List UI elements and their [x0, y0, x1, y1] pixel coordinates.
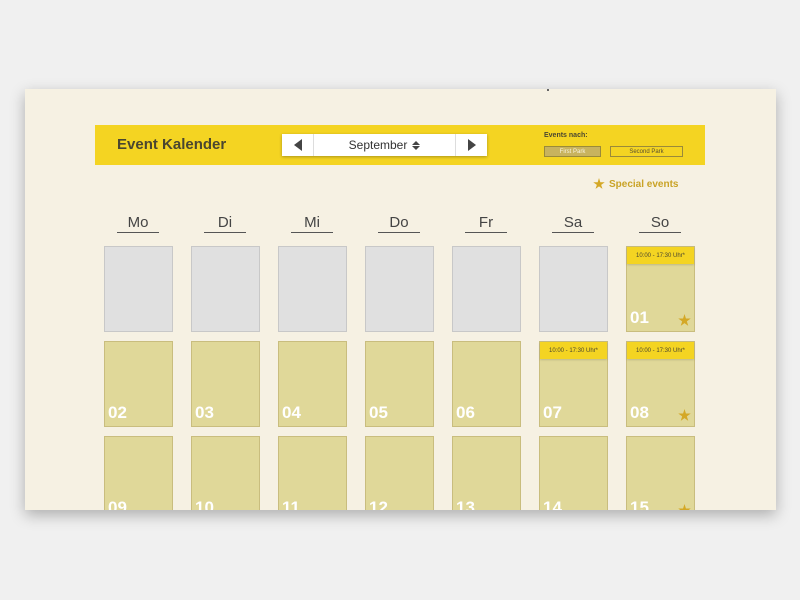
month-navigator: September	[282, 134, 487, 156]
page-title: Event Kalender	[117, 136, 227, 153]
star-icon	[678, 504, 691, 510]
day-number: 04	[282, 403, 301, 422]
first-park-button[interactable]: First Park	[544, 146, 601, 157]
day-number: 10	[195, 498, 214, 510]
empty-day-cell	[539, 246, 608, 332]
day-number: 09	[108, 498, 127, 510]
day-cell[interactable]: 10	[191, 436, 260, 510]
empty-day-cell	[278, 246, 347, 332]
day-number: 15	[630, 498, 649, 510]
empty-day-cell	[191, 246, 260, 332]
day-number: 05	[369, 403, 388, 422]
opening-hours-tag: 10:00 - 17:30 Uhr*	[627, 247, 694, 264]
empty-day-cell	[452, 246, 521, 332]
day-cell[interactable]: 12	[365, 436, 434, 510]
day-cell[interactable]: 05	[365, 341, 434, 427]
day-cell[interactable]: 06	[452, 341, 521, 427]
arrow-left-icon	[293, 139, 302, 151]
star-icon	[678, 409, 691, 421]
day-number: 14	[543, 498, 562, 510]
weekday-label: So	[639, 214, 681, 233]
day-number: 07	[543, 403, 562, 422]
day-cell[interactable]: 14	[539, 436, 608, 510]
opening-hours-tag: 10:00 - 17:30 Uhr*	[627, 342, 694, 359]
day-number: 13	[456, 498, 475, 510]
weekday-label: Mi	[291, 214, 333, 233]
decorative-dot	[547, 89, 549, 91]
star-icon	[593, 178, 605, 189]
day-number: 03	[195, 403, 214, 422]
weekday-label: Sa	[552, 214, 594, 233]
day-cell[interactable]: 11	[278, 436, 347, 510]
month-label: September	[348, 138, 408, 152]
day-number: 01	[630, 308, 649, 327]
star-icon	[678, 314, 691, 326]
day-cell[interactable]: 15	[626, 436, 695, 510]
day-number: 06	[456, 403, 475, 422]
day-cell[interactable]: 09	[104, 436, 173, 510]
sort-arrows-icon	[412, 140, 421, 150]
calendar-header: Event Kalender September Events nach: Fi…	[95, 125, 705, 165]
day-cell[interactable]: 04	[278, 341, 347, 427]
calendar-card: Event Kalender September Events nach: Fi…	[25, 89, 776, 510]
weekday-label: Do	[378, 214, 420, 233]
opening-hours-tag: 10:00 - 17:30 Uhr*	[540, 342, 607, 359]
day-number: 12	[369, 498, 388, 510]
next-month-button[interactable]	[455, 134, 487, 156]
day-cell[interactable]: 10:00 - 17:30 Uhr* 01	[626, 246, 695, 332]
day-cell[interactable]: 13	[452, 436, 521, 510]
prev-month-button[interactable]	[282, 134, 314, 156]
empty-day-cell	[365, 246, 434, 332]
day-number: 11	[282, 498, 300, 510]
weekday-label: Fr	[465, 214, 507, 233]
month-select[interactable]: September	[314, 134, 455, 156]
day-number: 08	[630, 403, 649, 422]
day-cell[interactable]: 10:00 - 17:30 Uhr* 08	[626, 341, 695, 427]
weekday-label: Di	[204, 214, 246, 233]
arrow-right-icon	[467, 139, 476, 151]
day-cell[interactable]: 03	[191, 341, 260, 427]
special-events-label: Special events	[609, 178, 679, 190]
second-park-button[interactable]: Second Park	[610, 146, 683, 157]
events-filter-label: Events nach:	[544, 132, 588, 139]
weekday-label: Mo	[117, 214, 159, 233]
special-events-legend[interactable]: Special events	[593, 178, 678, 190]
empty-day-cell	[104, 246, 173, 332]
day-cell[interactable]: 10:00 - 17:30 Uhr* 07	[539, 341, 608, 427]
day-number: 02	[108, 403, 127, 422]
day-cell[interactable]: 02	[104, 341, 173, 427]
